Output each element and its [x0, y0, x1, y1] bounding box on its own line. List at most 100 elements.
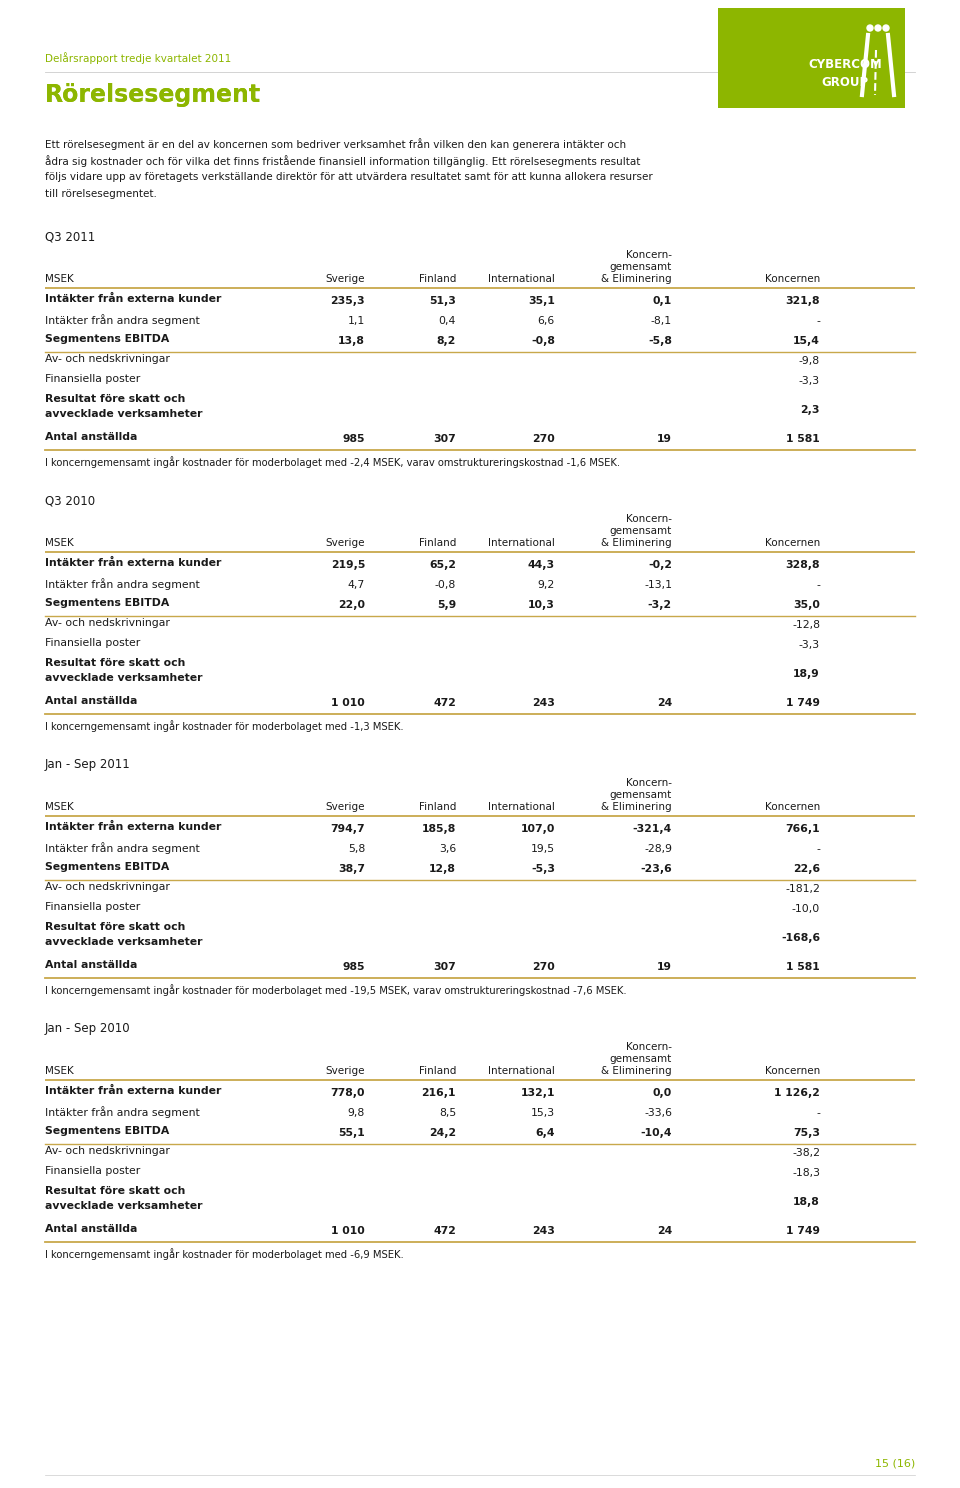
Text: Antal anställda: Antal anställda — [45, 696, 137, 705]
Text: I koncerngemensamt ingår kostnader för moderbolaget med -6,9 MSEK.: I koncerngemensamt ingår kostnader för m… — [45, 1248, 404, 1260]
Text: -: - — [816, 1109, 820, 1117]
Text: -168,6: -168,6 — [780, 933, 820, 943]
Text: 270: 270 — [532, 963, 555, 972]
Text: avvecklade verksamheter: avvecklade verksamheter — [45, 937, 203, 946]
Text: CYBERCOM: CYBERCOM — [808, 58, 882, 71]
Text: 5,8: 5,8 — [348, 844, 365, 854]
Text: 8,5: 8,5 — [439, 1109, 456, 1117]
Text: 12,8: 12,8 — [429, 865, 456, 873]
Text: 5,9: 5,9 — [437, 600, 456, 610]
Text: 22,0: 22,0 — [338, 600, 365, 610]
Text: -23,6: -23,6 — [640, 865, 672, 873]
Text: 794,7: 794,7 — [330, 824, 365, 833]
Text: 472: 472 — [433, 1226, 456, 1237]
Text: -8,1: -8,1 — [651, 315, 672, 326]
Text: -5,8: -5,8 — [648, 336, 672, 347]
Text: 4,7: 4,7 — [348, 580, 365, 591]
Text: International: International — [488, 802, 555, 812]
Text: 38,7: 38,7 — [338, 865, 365, 873]
Text: Sverige: Sverige — [325, 802, 365, 812]
Text: Koncernen: Koncernen — [765, 274, 820, 284]
Text: Intäkter från externa kunder: Intäkter från externa kunder — [45, 558, 222, 568]
Text: 15 (16): 15 (16) — [875, 1458, 915, 1469]
Text: 19,5: 19,5 — [531, 844, 555, 854]
Text: Intäkter från andra segment: Intäkter från andra segment — [45, 842, 200, 854]
Text: 35,0: 35,0 — [793, 600, 820, 610]
Text: 0,0: 0,0 — [653, 1088, 672, 1098]
Text: 22,6: 22,6 — [793, 865, 820, 873]
Text: -18,3: -18,3 — [792, 1168, 820, 1178]
Text: 24: 24 — [657, 1226, 672, 1237]
Text: avvecklade verksamheter: avvecklade verksamheter — [45, 409, 203, 420]
Text: Finansiella poster: Finansiella poster — [45, 1167, 140, 1176]
Text: MSEK: MSEK — [45, 1065, 74, 1076]
Text: International: International — [488, 1065, 555, 1076]
Text: Finland: Finland — [419, 539, 456, 548]
Text: 243: 243 — [532, 698, 555, 708]
Text: 9,8: 9,8 — [348, 1109, 365, 1117]
Text: -12,8: -12,8 — [792, 620, 820, 629]
Text: 1 126,2: 1 126,2 — [774, 1088, 820, 1098]
Text: -28,9: -28,9 — [644, 844, 672, 854]
Text: -0,8: -0,8 — [531, 336, 555, 347]
Text: -13,1: -13,1 — [644, 580, 672, 591]
Text: Segmentens EBITDA: Segmentens EBITDA — [45, 862, 169, 872]
Text: 985: 985 — [343, 963, 365, 972]
Text: Intäkter från externa kunder: Intäkter från externa kunder — [45, 1086, 222, 1097]
Text: Sverige: Sverige — [325, 539, 365, 548]
Text: 1,1: 1,1 — [348, 315, 365, 326]
Text: Av- och nedskrivningar: Av- och nedskrivningar — [45, 354, 170, 365]
Text: & Eliminering: & Eliminering — [601, 274, 672, 284]
Text: -33,6: -33,6 — [644, 1109, 672, 1117]
Text: Av- och nedskrivningar: Av- och nedskrivningar — [45, 1146, 170, 1156]
Text: Sverige: Sverige — [325, 274, 365, 284]
Text: Antal anställda: Antal anställda — [45, 432, 137, 442]
Text: 51,3: 51,3 — [429, 296, 456, 307]
Text: 10,3: 10,3 — [528, 600, 555, 610]
Text: Resultat före skatt och: Resultat före skatt och — [45, 923, 185, 931]
Text: 328,8: 328,8 — [785, 559, 820, 570]
Text: Koncernen: Koncernen — [765, 539, 820, 548]
Text: 185,8: 185,8 — [421, 824, 456, 833]
Text: Intäkter från andra segment: Intäkter från andra segment — [45, 1106, 200, 1117]
Text: 1 581: 1 581 — [786, 963, 820, 972]
Text: -: - — [816, 844, 820, 854]
Text: Finansiella poster: Finansiella poster — [45, 638, 140, 647]
Text: Koncernen: Koncernen — [765, 1065, 820, 1076]
Text: 132,1: 132,1 — [520, 1088, 555, 1098]
Text: Segmentens EBITDA: Segmentens EBITDA — [45, 598, 169, 609]
Text: Rörelsesegment: Rörelsesegment — [45, 83, 261, 107]
Text: 235,3: 235,3 — [330, 296, 365, 307]
Text: Finland: Finland — [419, 274, 456, 284]
Text: -3,3: -3,3 — [799, 640, 820, 650]
Text: GROUP: GROUP — [822, 76, 869, 88]
Text: 778,0: 778,0 — [330, 1088, 365, 1098]
Text: 3,6: 3,6 — [439, 844, 456, 854]
Text: 18,9: 18,9 — [793, 670, 820, 679]
Text: & Eliminering: & Eliminering — [601, 539, 672, 548]
Text: 1 749: 1 749 — [786, 698, 820, 708]
Text: Koncern-: Koncern- — [626, 250, 672, 260]
Text: Antal anställda: Antal anställda — [45, 960, 137, 970]
Text: 44,3: 44,3 — [528, 559, 555, 570]
Text: 24: 24 — [657, 698, 672, 708]
Text: 1 010: 1 010 — [331, 1226, 365, 1237]
Text: avvecklade verksamheter: avvecklade verksamheter — [45, 1201, 203, 1211]
Text: 55,1: 55,1 — [338, 1128, 365, 1138]
Text: I koncerngemensamt ingår kostnader för moderbolaget med -2,4 MSEK, varav omstruk: I koncerngemensamt ingår kostnader för m… — [45, 455, 620, 467]
Text: International: International — [488, 539, 555, 548]
Text: MSEK: MSEK — [45, 274, 74, 284]
Text: 321,8: 321,8 — [785, 296, 820, 307]
Text: -3,2: -3,2 — [648, 600, 672, 610]
Text: -38,2: -38,2 — [792, 1149, 820, 1158]
Text: 9,2: 9,2 — [538, 580, 555, 591]
Text: & Eliminering: & Eliminering — [601, 1065, 672, 1076]
Text: 6,4: 6,4 — [536, 1128, 555, 1138]
Text: 0,4: 0,4 — [439, 315, 456, 326]
Text: följs vidare upp av företagets verkställande direktör för att utvärdera resultat: följs vidare upp av företagets verkställ… — [45, 173, 653, 182]
Text: -181,2: -181,2 — [785, 884, 820, 894]
Circle shape — [867, 25, 873, 31]
Text: I koncerngemensamt ingår kostnader för moderbolaget med -1,3 MSEK.: I koncerngemensamt ingår kostnader för m… — [45, 720, 403, 732]
Text: 2,3: 2,3 — [801, 405, 820, 415]
Text: Antal anställda: Antal anställda — [45, 1225, 137, 1234]
